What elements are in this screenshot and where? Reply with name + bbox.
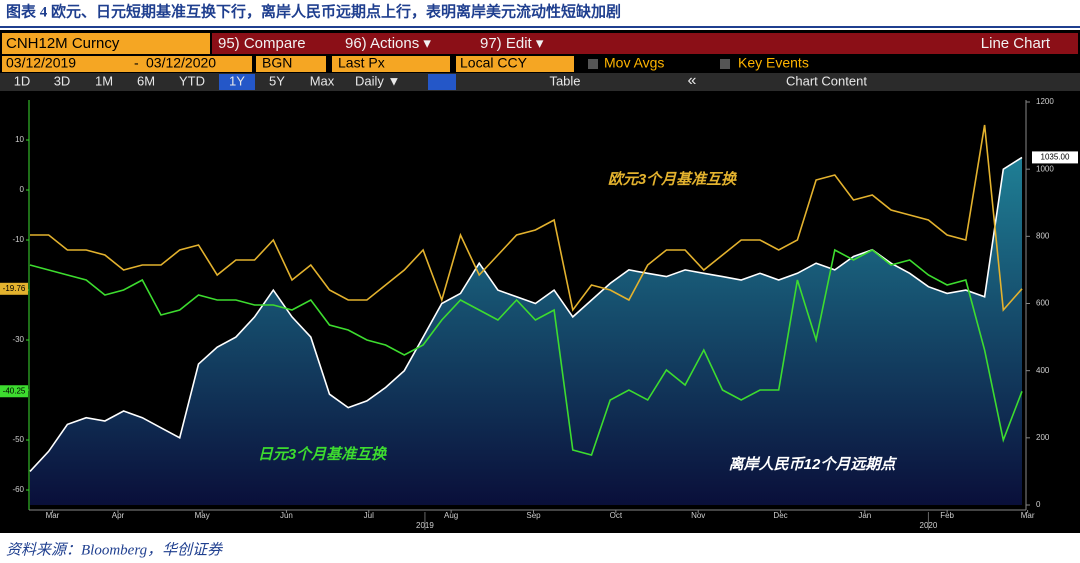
key-events[interactable]: Key Events	[738, 55, 809, 71]
x-tick-label: Jun	[280, 511, 293, 520]
y2-tick-label: 1200	[1036, 97, 1054, 106]
y2-tick-label: 800	[1036, 231, 1050, 240]
range-bar	[0, 73, 1080, 91]
y-tick-label: -10	[12, 235, 24, 244]
x-tick-label: Dec	[773, 511, 787, 520]
last-value-label: -19.76	[3, 284, 26, 293]
x-tick-label: Aug	[444, 511, 458, 520]
collapse[interactable]: «	[688, 72, 697, 89]
compare-button[interactable]: 95) Compare	[218, 35, 306, 52]
y-tick-label: -60	[12, 485, 24, 494]
checkbox[interactable]	[720, 59, 730, 69]
x-tick-label: Oct	[610, 511, 623, 520]
y2-tick-label: 1000	[1036, 164, 1054, 173]
series-label: 欧元3个月基准互换	[608, 171, 737, 188]
actions-button[interactable]: 96) Actions ▾	[345, 35, 431, 52]
y-tick-label: 10	[15, 135, 24, 144]
y2-tick-label: 600	[1036, 299, 1050, 308]
title-rule	[0, 26, 1080, 28]
x-tick-label: Nov	[691, 511, 705, 520]
last-value-label: -40.25	[3, 386, 26, 395]
line-icon[interactable]	[428, 74, 456, 90]
bgn[interactable]: BGN	[262, 55, 292, 71]
edit-button[interactable]: 97) Edit ▾	[480, 35, 544, 52]
range-button[interactable]: 1Y	[229, 73, 245, 88]
menu-bar	[212, 33, 1078, 54]
y-tick-label: -30	[12, 335, 24, 344]
field[interactable]: Last Px	[338, 55, 385, 71]
field-box[interactable]	[332, 56, 450, 72]
start-date[interactable]: 03/12/2019	[6, 55, 76, 71]
series-line	[29, 248, 1023, 456]
x-tick-label: Mar	[46, 511, 60, 520]
series-line	[30, 124, 1023, 312]
area-fill	[30, 157, 1022, 505]
bgn-box[interactable]	[256, 56, 326, 72]
currency-box[interactable]	[456, 56, 574, 72]
chart-type: Line Chart	[981, 35, 1051, 52]
range-button[interactable]: Max	[310, 73, 335, 88]
last-value-tag	[1032, 151, 1078, 164]
x-tick-label: Apr	[112, 511, 125, 520]
x-tick-label: Sep	[526, 511, 541, 520]
end-date[interactable]: 03/12/2020	[146, 55, 216, 71]
range-button[interactable]: 1M	[95, 73, 113, 88]
x-tick-label: Jul	[364, 511, 374, 520]
series-label: 日元3个月基准互换	[258, 446, 387, 463]
checkbox[interactable]	[588, 59, 598, 69]
date-separator: -	[134, 55, 139, 71]
x-tick-label: Feb	[940, 511, 954, 520]
series-line	[29, 156, 1023, 472]
x-axis-band	[0, 510, 1080, 533]
table-button[interactable]: Table	[549, 73, 580, 88]
series-label: 离岸人民币12个月远期点	[729, 455, 898, 473]
mov-avgs[interactable]: Mov Avgs	[604, 55, 664, 71]
source: 资料来源：Bloomberg，华创证券	[6, 541, 223, 558]
y-tick-label: 0	[20, 185, 25, 194]
range-button[interactable]: 6M	[137, 73, 155, 88]
last-value-tag	[0, 385, 28, 398]
last-value-tag	[0, 282, 28, 295]
last-value-label: 1035.00	[1041, 153, 1070, 162]
date-box[interactable]	[2, 56, 252, 72]
currency[interactable]: Local CCY	[460, 55, 528, 71]
figure-title: 图表 4 欧元、日元短期基准互换下行，离岸人民币远期点上行，表明离岸美元流动性短…	[6, 2, 621, 20]
frequency[interactable]: Daily ▼	[355, 73, 400, 88]
y2-tick-label: 0	[1036, 500, 1041, 509]
x-tick-label: Mar	[1021, 511, 1035, 520]
y2-tick-label: 200	[1036, 433, 1050, 442]
security: CNH12M Curncy	[6, 35, 120, 52]
x-tick-label: May	[195, 511, 210, 520]
chart-content[interactable]: Chart Content	[786, 73, 867, 88]
y2-tick-label: 400	[1036, 366, 1050, 375]
range-button[interactable]: 5Y	[269, 73, 285, 88]
range-button[interactable]: YTD	[179, 73, 205, 88]
y-tick-label: -50	[12, 435, 24, 444]
security-box[interactable]	[2, 33, 210, 54]
x-tick-label: Jan	[858, 511, 871, 520]
range-button[interactable]: 1D	[14, 73, 31, 88]
range-button[interactable]: 3D	[54, 73, 71, 88]
range-selected	[219, 74, 255, 90]
